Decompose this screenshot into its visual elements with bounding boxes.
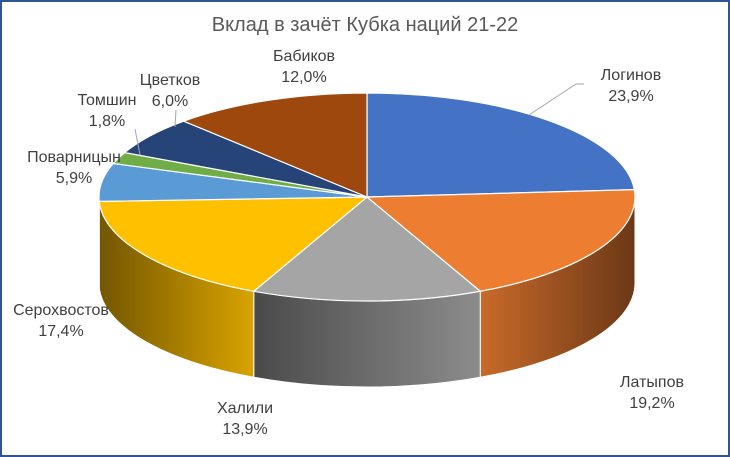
- pie-tops: [98, 92, 636, 302]
- slice-2-side: [253, 290, 481, 388]
- slice-name: Цветков: [139, 72, 201, 89]
- slice-percent: 13,9%: [222, 421, 268, 438]
- label-loginov: Логинов 23,9%: [601, 65, 661, 107]
- slice-percent: 6,0%: [151, 93, 189, 110]
- slice-name: Бабиков: [272, 48, 336, 65]
- label-tomshin: Томшин 1,8%: [77, 90, 136, 132]
- slice-name: Латыпов: [620, 374, 684, 391]
- pie-sides: [98, 196, 636, 388]
- label-serokhvostov: Серохвостов 17,4%: [13, 300, 109, 342]
- slice-percent: 5,9%: [55, 170, 93, 187]
- leader-lines: [134, 83, 584, 156]
- label-babikov: Бабиков 12,0%: [273, 46, 335, 88]
- slice-name: Серохвостов: [13, 302, 109, 319]
- slice-7-top: [182, 92, 368, 198]
- slice-percent: 23,9%: [608, 88, 654, 105]
- slice-1-top: [365, 189, 636, 292]
- label-povarnitsyn: Поварницын 5,9%: [27, 147, 121, 189]
- label-latypov: Латыпов 19,2%: [620, 372, 684, 414]
- slice-percent: 17,4%: [38, 323, 84, 340]
- slice-name: Томшин: [77, 92, 137, 109]
- slice-name: Логинов: [600, 67, 662, 84]
- label-tsvetkov: Цветков 6,0%: [140, 70, 200, 112]
- leader-line-tomshin: [134, 128, 141, 156]
- slice-percent: 19,2%: [629, 395, 675, 412]
- leader-line-tsvetkov: [174, 109, 177, 128]
- slice-name: Поварницын: [27, 149, 121, 166]
- slice-2-top: [252, 196, 482, 302]
- leader-line-loginov: [528, 83, 584, 116]
- slice-3-top: [98, 196, 369, 292]
- slice-name: Халили: [216, 400, 274, 417]
- chart-title: Вклад в зачёт Кубка наций 21-22: [211, 14, 519, 36]
- label-khalili: Халили 13,9%: [217, 398, 273, 440]
- slice-percent: 1,8%: [88, 113, 126, 130]
- slice-percent: 12,0%: [281, 69, 327, 86]
- slice-0-top: [366, 92, 636, 198]
